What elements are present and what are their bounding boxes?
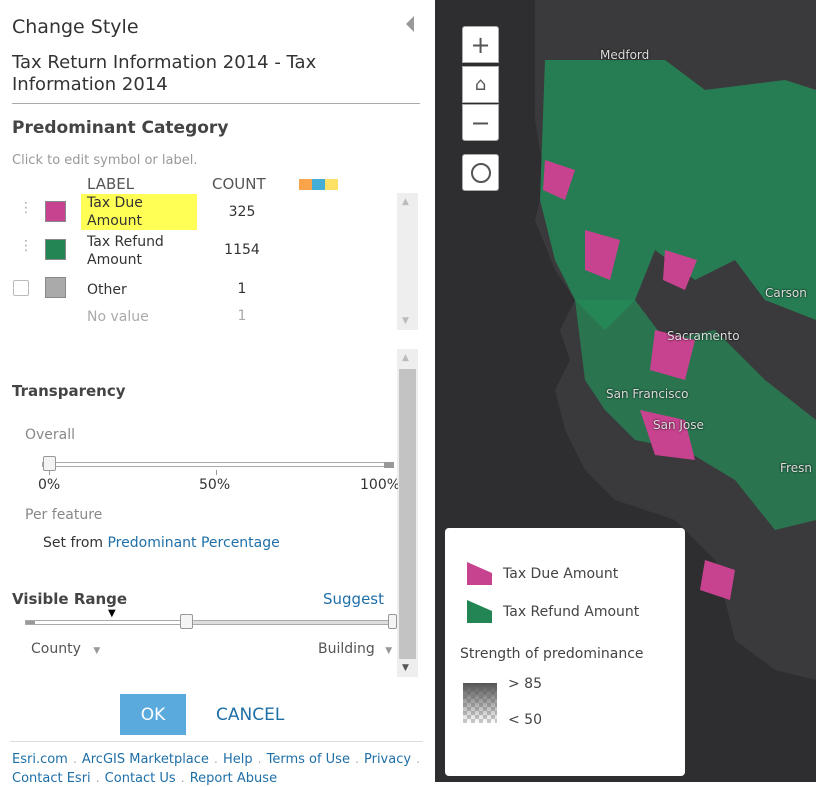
tax-due-legend-icon: [467, 562, 492, 585]
footer-links: Esri.com . ArcGIS Marketplace . Help . T…: [12, 752, 420, 786]
cancel-button[interactable]: CANCEL: [216, 705, 285, 725]
footer-link[interactable]: Contact Esri: [12, 771, 91, 786]
symbol-swatch[interactable]: [45, 239, 66, 260]
map-legend: Tax Due Amount Tax Refund Amount Strengt…: [445, 528, 685, 776]
max-scale-dropdown[interactable]: Building ▼: [318, 641, 392, 657]
tick-label: 0%: [38, 477, 61, 493]
footer-link[interactable]: Esri.com: [12, 752, 68, 767]
city-label: Medford: [600, 48, 650, 62]
tick-label: 50%: [199, 477, 231, 493]
city-label: San Francisco: [606, 387, 689, 401]
panel-scrollbar[interactable]: ▲ ▼: [397, 349, 418, 677]
tick-label: 100%: [360, 477, 398, 493]
legend-label: Tax Due Amount: [503, 566, 619, 582]
slider-end: [384, 462, 394, 468]
change-style-panel: Change Style Tax Return Information 2014…: [10, 16, 423, 786]
transparency-slider[interactable]: [42, 462, 394, 467]
zoom-in-button[interactable]: +: [462, 26, 499, 63]
home-button[interactable]: ⌂: [462, 66, 499, 103]
set-from-text: Set from: [43, 535, 104, 551]
ramp-swatch: [325, 179, 338, 190]
category-count: 1: [237, 281, 247, 297]
hint-text: Click to edit symbol or label.: [12, 153, 198, 168]
category-label[interactable]: Tax Refund Amount: [87, 234, 164, 268]
locate-icon: [470, 162, 491, 183]
chevron-down-icon: ▼: [93, 646, 101, 656]
drag-handle-icon[interactable]: ⋮: [19, 238, 33, 254]
footer-link[interactable]: ArcGIS Marketplace: [81, 752, 209, 767]
max-scale-value: Building: [318, 641, 375, 657]
symbol-swatch[interactable]: [45, 277, 66, 298]
min-scale-value: County: [31, 641, 81, 657]
category-count: 1: [237, 308, 247, 324]
suggest-link[interactable]: Suggest: [323, 590, 384, 608]
city-label: San Jose: [653, 418, 704, 432]
tax-refund-legend-icon: [467, 600, 492, 623]
symbol-swatch[interactable]: [45, 201, 66, 222]
footer-link[interactable]: Contact Us: [104, 771, 176, 786]
city-label: Sacramento: [667, 329, 740, 343]
legend-label: Tax Refund Amount: [503, 604, 640, 620]
home-icon: ⌂: [474, 74, 487, 95]
predominant-percentage-link[interactable]: Predominant Percentage: [107, 535, 280, 551]
category-label: No value: [87, 309, 149, 325]
category-label[interactable]: Other: [87, 282, 127, 298]
strength-gradient: [463, 683, 497, 723]
section-title: Predominant Category: [12, 118, 229, 138]
zoom-out-button[interactable]: −: [462, 104, 499, 141]
collapse-icon[interactable]: [406, 16, 414, 32]
count-header: COUNT: [212, 175, 266, 193]
min-scale-handle[interactable]: [180, 614, 193, 629]
category-scrollbar[interactable]: ▲ ▼: [397, 193, 418, 330]
current-scale-marker-icon: ▼: [108, 608, 116, 619]
ok-button[interactable]: OK: [120, 694, 186, 735]
category-count: 1154: [224, 242, 260, 258]
locate-button[interactable]: [462, 154, 499, 191]
color-ramp-button[interactable]: [299, 179, 338, 190]
map-features: [535, 0, 816, 680]
overall-label: Overall: [25, 427, 76, 443]
panel-title: Change Style: [12, 16, 139, 38]
max-scale-handle[interactable]: [388, 614, 397, 629]
layer-name: Tax Return Information 2014 - Tax Inform…: [12, 52, 317, 95]
strength-title: Strength of predominance: [460, 646, 644, 662]
category-count: 325: [228, 204, 256, 220]
footer-link[interactable]: Privacy: [363, 752, 412, 767]
visible-range-title: Visible Range: [12, 590, 128, 608]
footer-link[interactable]: Terms of Use: [266, 752, 350, 767]
label-header: LABEL: [87, 175, 135, 193]
map-view[interactable]: + ⌂ − Medford Carson Sacramento San Fran…: [435, 0, 816, 782]
transparency-title: Transparency: [12, 382, 126, 400]
ramp-swatch: [299, 179, 312, 190]
footer-link[interactable]: Help: [222, 752, 253, 767]
strength-high: > 85: [508, 676, 542, 692]
scrollbar-thumb[interactable]: [399, 369, 416, 659]
per-feature-label: Per feature: [25, 507, 103, 523]
footer-link[interactable]: Report Abuse: [189, 771, 278, 786]
other-checkbox[interactable]: [13, 280, 29, 296]
strength-low: < 50: [508, 712, 542, 728]
chevron-down-icon: ▼: [385, 646, 393, 656]
city-label: Fresn: [780, 461, 812, 475]
divider: [10, 741, 423, 742]
ramp-swatch: [312, 179, 325, 190]
min-scale-dropdown[interactable]: County ▼: [31, 641, 100, 657]
transparency-slider-handle[interactable]: [43, 456, 56, 471]
drag-handle-icon[interactable]: ⋮: [19, 200, 33, 216]
divider: [12, 103, 420, 104]
city-label: Carson: [765, 286, 807, 300]
visible-range-slider[interactable]: [25, 620, 395, 625]
category-label[interactable]: Tax Due Amount: [81, 194, 197, 230]
